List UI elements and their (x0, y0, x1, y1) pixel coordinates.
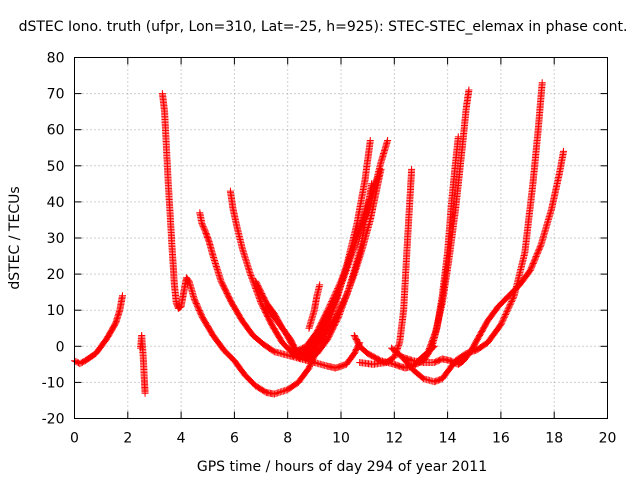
series-arc-15 (398, 147, 567, 368)
x-tick-label: 10 (332, 431, 350, 447)
plus-markers (305, 281, 324, 332)
x-tick-label: 2 (123, 431, 132, 447)
plus-markers (425, 86, 473, 354)
plus-markers (356, 165, 416, 368)
plus-markers (196, 209, 364, 372)
series-arc-17 (425, 86, 473, 354)
plus-markers (398, 147, 567, 368)
plus-markers (71, 292, 126, 368)
y-tick-label: 30 (47, 231, 65, 247)
x-tick-label: 14 (439, 431, 457, 447)
plus-markers (137, 332, 149, 397)
x-tick-label: 4 (177, 431, 186, 447)
x-tick-labels: 0 2 4 6 8 10 12 14 16 18 20 (70, 431, 616, 447)
plot-frame (74, 57, 608, 419)
series-arc-3 (158, 90, 321, 398)
chart-title: dSTEC Iono. truth (ufpr, Lon=310, Lat=-2… (19, 19, 628, 35)
series-arc-13 (356, 165, 416, 368)
x-tick-label: 16 (492, 431, 510, 447)
series-arc-10 (305, 281, 324, 332)
grid-lines (74, 57, 608, 419)
y-tick-label: -20 (42, 412, 65, 428)
x-tick-label: 12 (385, 431, 403, 447)
series-arc-11 (294, 165, 385, 357)
plus-markers (292, 137, 392, 356)
y-tick-label: 20 (47, 267, 65, 283)
series-arc-9 (292, 137, 392, 356)
x-axis-label: GPS time / hours of day 294 of year 2011 (197, 459, 487, 475)
y-tick-label: 0 (56, 339, 65, 355)
y-tick-label: -10 (42, 375, 65, 391)
y-tick-label: 60 (47, 123, 65, 139)
series-arc-2 (137, 332, 149, 397)
y-tick-label: 80 (47, 51, 65, 67)
y-tick-label: 10 (47, 303, 65, 319)
x-tick-label: 6 (230, 431, 239, 447)
plus-markers (158, 90, 321, 398)
series-arc-1 (71, 292, 126, 368)
plus-markers (294, 165, 385, 357)
y-tick-label: 70 (47, 87, 65, 103)
y-tick-label: 40 (47, 195, 65, 211)
y-tick-label: 50 (47, 159, 65, 175)
x-tick-label: 20 (599, 431, 617, 447)
x-tick-label: 0 (70, 431, 79, 447)
x-tick-label: 18 (545, 431, 563, 447)
series-arc-4 (196, 209, 364, 372)
x-tick-label: 8 (283, 431, 292, 447)
y-axis-label: dSTEC / TECUs (7, 186, 23, 289)
data-series (71, 79, 567, 398)
y-tick-labels: -20 -10 0 10 20 30 40 50 60 70 80 (42, 51, 65, 428)
